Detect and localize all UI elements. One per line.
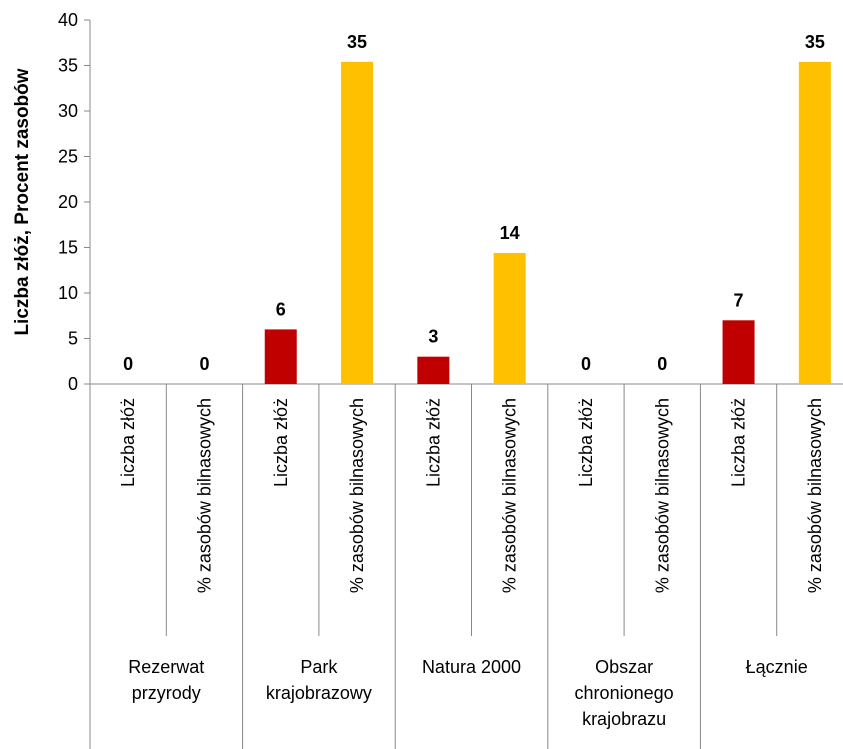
group-label: Natura 2000 (421, 657, 522, 677)
bar (341, 61, 374, 385)
data-label: 0 (657, 354, 667, 374)
y-tick-label: 40 (58, 10, 78, 30)
bar (493, 252, 526, 384)
data-label: 0 (123, 354, 133, 374)
x-tick-label: % zasobów bilnasowych (652, 398, 672, 593)
data-label: 35 (805, 32, 825, 52)
group-label: Łącznie (745, 657, 808, 677)
data-label: 3 (428, 327, 438, 347)
data-label: 6 (276, 299, 286, 319)
x-tick-label: % zasobów bilnasowych (500, 398, 520, 593)
x-tick-label: Liczba złóż (118, 398, 138, 487)
y-tick-label: 10 (58, 283, 78, 303)
bar (798, 61, 831, 385)
data-label: 35 (347, 32, 367, 52)
y-tick-label: 0 (68, 374, 78, 394)
y-tick-label: 25 (58, 147, 78, 167)
data-label: 0 (199, 354, 209, 374)
x-tick-label: Liczba złóż (576, 398, 596, 487)
y-tick-label: 5 (68, 329, 78, 349)
data-label: 14 (500, 223, 520, 243)
group-label: Obszar chronionego krajobrazu (574, 657, 674, 729)
x-tick-label: % zasobów bilnasowych (194, 398, 214, 593)
bar (722, 320, 755, 384)
y-tick-label: 15 (58, 238, 78, 258)
y-tick-label: 35 (58, 56, 78, 76)
x-tick-label: % zasobów bilnasowych (347, 398, 367, 593)
bar (264, 329, 297, 384)
y-axis-title: Liczba złóż, Procent zasobów (12, 68, 33, 335)
y-tick-label: 30 (58, 101, 78, 121)
bar (417, 356, 450, 384)
data-label: 7 (734, 290, 744, 310)
x-tick-label: Liczba złóż (271, 398, 291, 487)
x-tick-label: % zasobów bilnasowych (805, 398, 825, 593)
y-tick-label: 20 (58, 192, 78, 212)
x-tick-label: Liczba złóż (423, 398, 443, 487)
x-tick-label: Liczba złóż (729, 398, 749, 487)
data-label: 0 (581, 354, 591, 374)
group-label: Rezerwat przyrody (128, 657, 205, 703)
group-label: Park krajobrazowy (265, 657, 372, 703)
